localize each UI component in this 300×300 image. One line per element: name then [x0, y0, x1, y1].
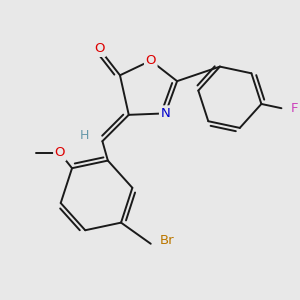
Text: O: O — [94, 42, 105, 56]
Text: O: O — [55, 146, 65, 159]
Text: F: F — [291, 102, 298, 115]
Text: Br: Br — [160, 234, 174, 247]
Text: H: H — [80, 129, 89, 142]
Text: N: N — [160, 107, 170, 120]
Text: O: O — [146, 54, 156, 67]
